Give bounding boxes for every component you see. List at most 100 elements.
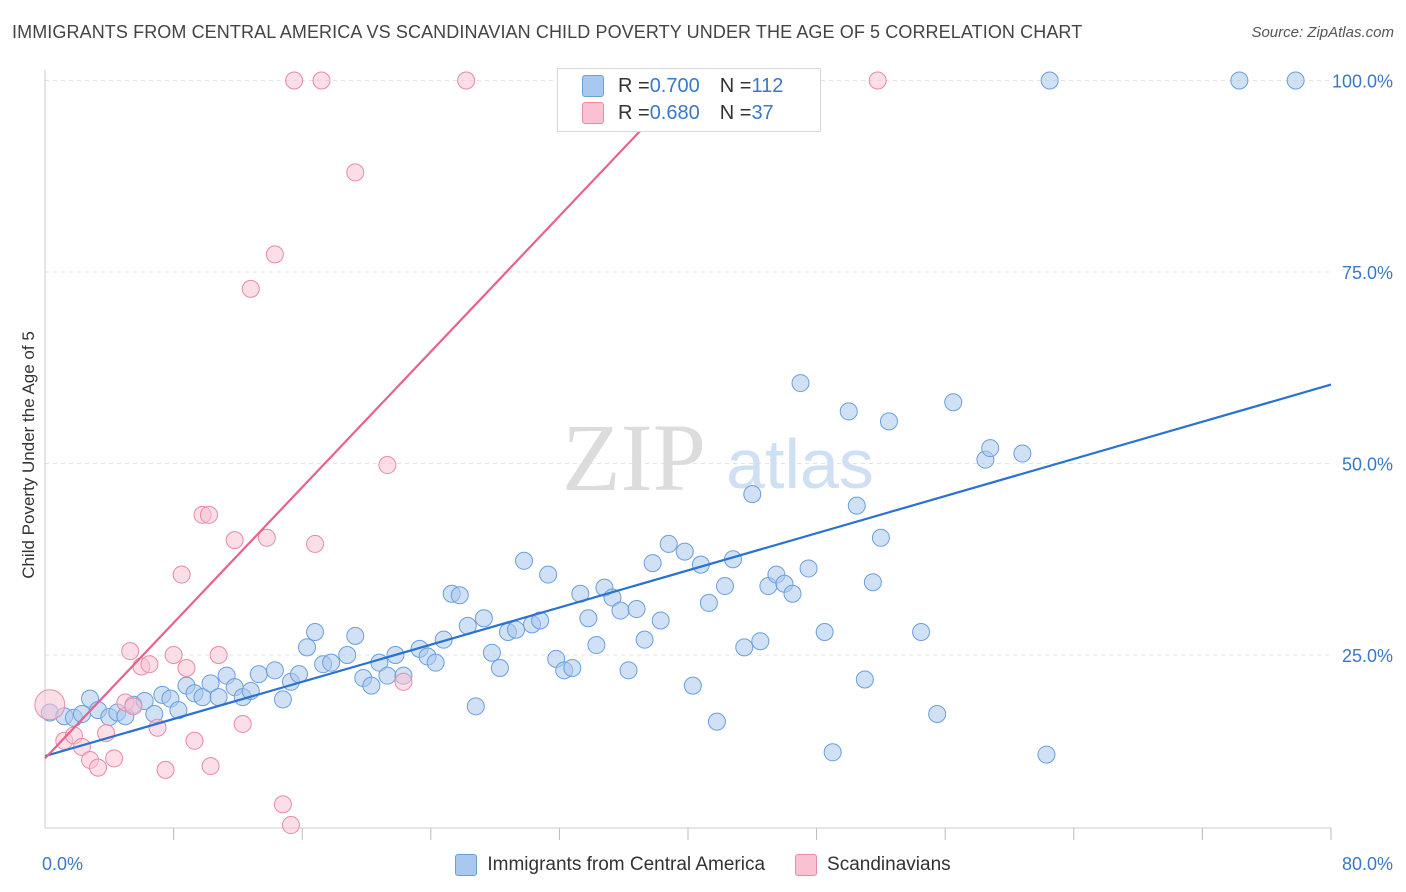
point-immigrants[interactable] (587, 636, 606, 655)
point-scandinavians[interactable] (868, 71, 887, 90)
point-immigrants[interactable] (619, 661, 638, 680)
point-immigrants[interactable] (1037, 745, 1056, 764)
point-immigrants[interactable] (659, 534, 678, 553)
point-immigrants[interactable] (791, 374, 810, 393)
point-scandinavians[interactable] (378, 456, 397, 475)
point-immigrants[interactable] (322, 653, 341, 672)
point-immigrants[interactable] (338, 646, 357, 664)
point-immigrants[interactable] (651, 611, 670, 630)
point-scandinavians[interactable] (312, 71, 331, 90)
point-scandinavians[interactable] (233, 714, 252, 733)
point-scandinavians[interactable] (89, 758, 108, 777)
point-immigrants[interactable] (209, 688, 228, 707)
point-scandinavians[interactable] (177, 659, 196, 678)
point-immigrants[interactable] (855, 670, 874, 689)
point-scandinavians[interactable] (394, 672, 413, 691)
point-immigrants[interactable] (466, 697, 485, 716)
legend-item-immigrants[interactable]: Immigrants from Central America (455, 854, 765, 876)
point-immigrants[interactable] (944, 393, 963, 412)
point-immigrants[interactable] (981, 439, 1000, 458)
point-scandinavians[interactable] (241, 279, 260, 298)
r-label: R = (618, 74, 650, 97)
point-scandinavians[interactable] (201, 757, 220, 776)
point-immigrants[interactable] (579, 609, 598, 628)
point-immigrants[interactable] (799, 559, 818, 578)
point-immigrants[interactable] (539, 565, 558, 584)
point-scandinavians[interactable] (273, 795, 292, 814)
data-points (34, 71, 1305, 835)
point-immigrants[interactable] (346, 626, 365, 645)
n-value: 37 (751, 101, 774, 124)
point-immigrants[interactable] (643, 554, 662, 573)
point-scandinavians[interactable] (346, 163, 365, 182)
point-scandinavians[interactable] (172, 565, 191, 584)
point-immigrants[interactable] (879, 412, 898, 431)
stats-row-immigrants: R = 0.700 N = 112 (558, 73, 783, 99)
point-scandinavians[interactable] (185, 731, 204, 750)
point-immigrants[interactable] (847, 496, 866, 515)
trend-lines (44, 79, 1332, 760)
point-scandinavians[interactable] (209, 646, 228, 664)
point-immigrants[interactable] (298, 638, 317, 657)
point-immigrants[interactable] (1286, 71, 1305, 90)
point-immigrants[interactable] (627, 600, 646, 619)
point-scandinavians[interactable] (140, 655, 159, 674)
point-scandinavians[interactable] (281, 816, 300, 835)
point-immigrants[interactable] (1230, 71, 1249, 90)
point-immigrants[interactable] (928, 704, 947, 723)
point-immigrants[interactable] (735, 638, 754, 657)
point-immigrants[interactable] (871, 528, 890, 547)
point-scandinavians[interactable] (105, 749, 124, 768)
point-scandinavians[interactable] (257, 528, 276, 547)
point-immigrants[interactable] (249, 665, 268, 684)
point-immigrants[interactable] (611, 601, 630, 620)
point-immigrants[interactable] (635, 630, 654, 649)
point-immigrants[interactable] (563, 659, 582, 678)
point-immigrants[interactable] (426, 653, 445, 672)
point-immigrants[interactable] (474, 609, 493, 628)
point-immigrants[interactable] (683, 676, 702, 695)
point-immigrants[interactable] (912, 623, 931, 642)
point-immigrants[interactable] (378, 666, 397, 685)
point-immigrants[interactable] (490, 659, 509, 678)
point-immigrants[interactable] (863, 573, 882, 592)
point-immigrants[interactable] (201, 674, 220, 693)
point-scandinavians[interactable] (156, 760, 175, 779)
point-immigrants[interactable] (715, 577, 734, 596)
point-scandinavians[interactable] (225, 531, 244, 550)
point-scandinavians[interactable] (285, 71, 304, 90)
point-immigrants[interactable] (839, 402, 858, 421)
point-immigrants[interactable] (1013, 444, 1032, 463)
point-scandinavians[interactable] (265, 245, 284, 264)
point-immigrants[interactable] (783, 584, 802, 603)
point-scandinavians[interactable] (457, 71, 476, 90)
point-scandinavians[interactable] (124, 697, 143, 716)
point-immigrants[interactable] (506, 620, 525, 639)
point-immigrants[interactable] (699, 593, 718, 612)
point-immigrants[interactable] (434, 630, 453, 649)
point-immigrants[interactable] (815, 623, 834, 642)
pink-swatch (795, 854, 818, 876)
point-immigrants[interactable] (707, 712, 726, 731)
point-immigrants[interactable] (362, 676, 381, 695)
point-immigrants[interactable] (675, 542, 694, 561)
point-scandinavians[interactable] (121, 642, 140, 661)
point-immigrants[interactable] (743, 485, 762, 504)
legend-item-scandinavians[interactable]: Scandinavians (795, 854, 951, 876)
point-immigrants[interactable] (1040, 71, 1059, 90)
point-scandinavians[interactable] (306, 534, 325, 553)
point-scandinavians[interactable] (164, 646, 183, 664)
stats-legend: R = 0.700 N = 112 R = 0.680 N = 37 (557, 68, 821, 132)
point-immigrants[interactable] (265, 661, 284, 680)
point-scandinavians[interactable] (199, 505, 218, 524)
point-immigrants[interactable] (515, 551, 534, 570)
point-immigrants[interactable] (823, 743, 842, 762)
point-immigrants[interactable] (273, 690, 292, 709)
point-immigrants[interactable] (751, 632, 770, 651)
point-immigrants[interactable] (450, 586, 469, 605)
point-immigrants[interactable] (482, 643, 501, 662)
point-immigrants[interactable] (306, 623, 325, 642)
point-scandinavians[interactable] (34, 689, 66, 721)
x-tick-label: 0.0% (42, 854, 83, 874)
